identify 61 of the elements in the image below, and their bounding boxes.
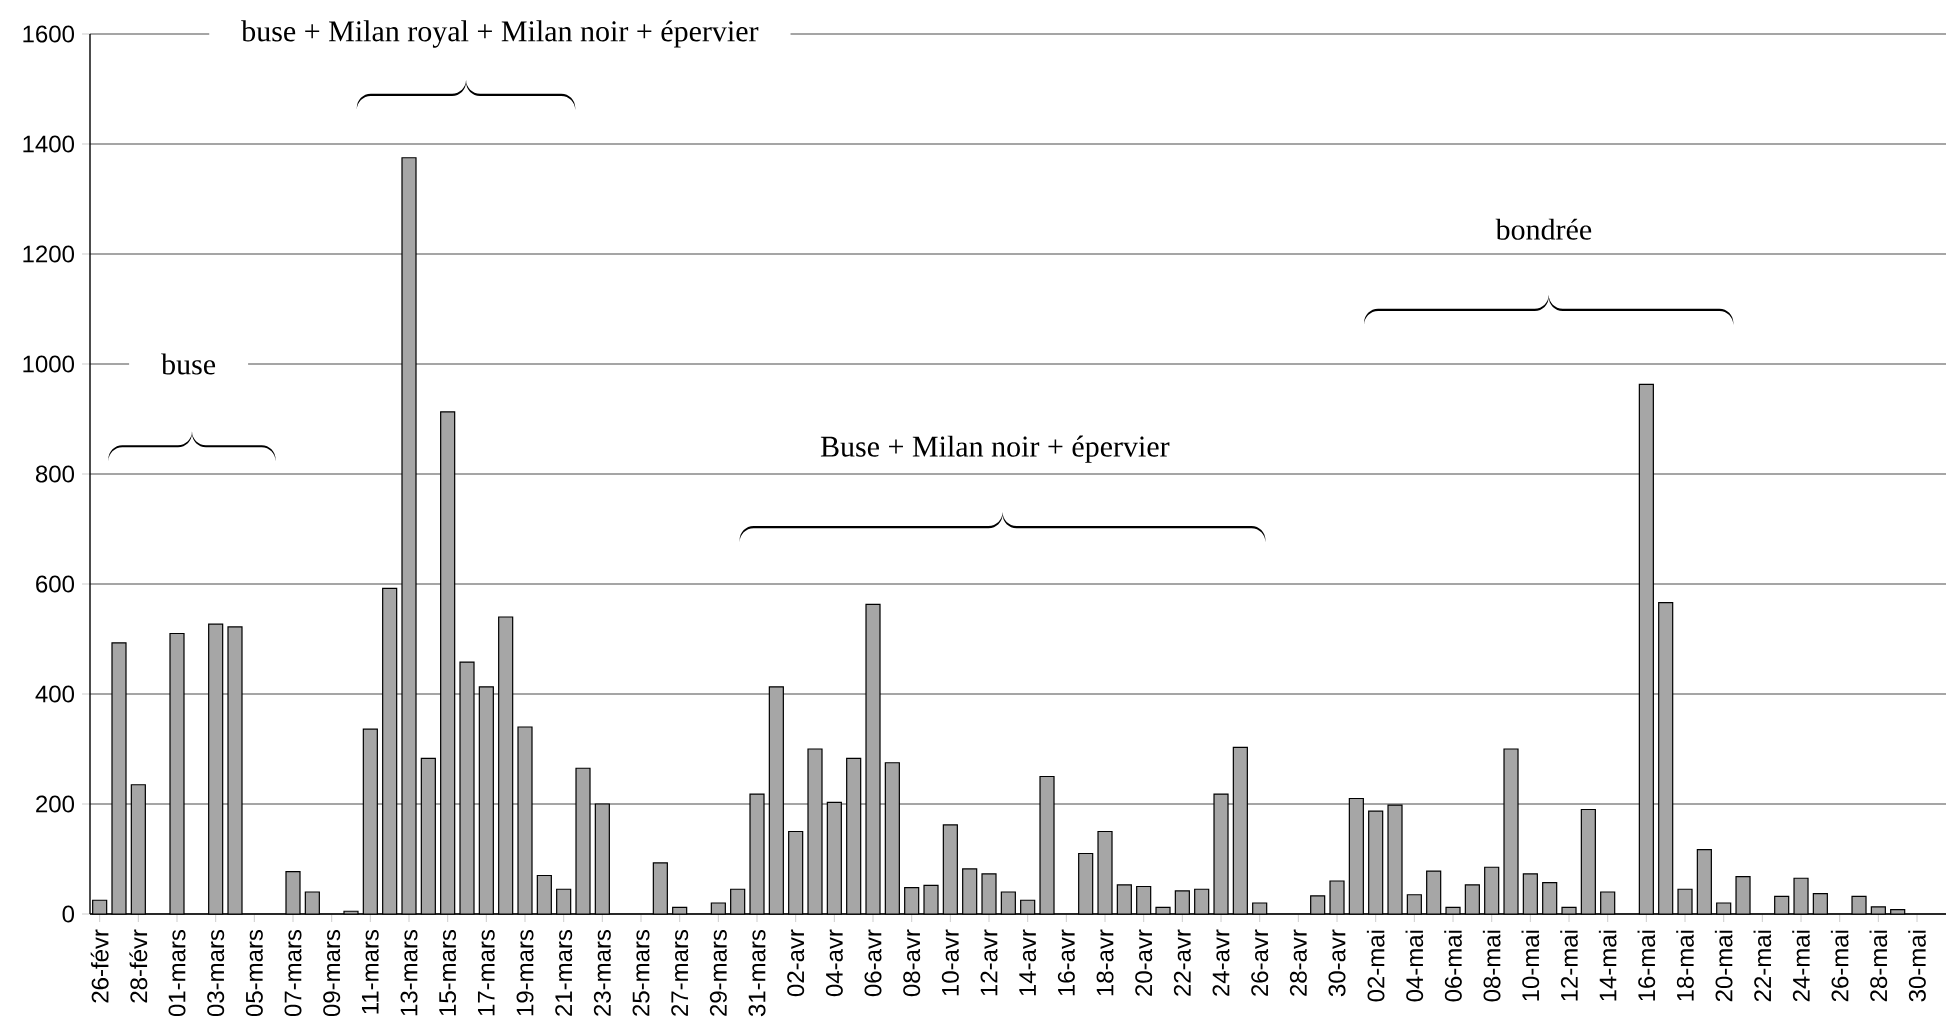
x-tick-label: 27-mars (671, 929, 689, 1016)
x-tick-label: 31-mars (748, 929, 766, 1017)
x-tick-label: 26-mai (1830, 930, 1849, 1002)
x-tick-label: 15-mars (439, 929, 457, 1016)
x-tick-label: 11-mars (361, 929, 379, 1014)
x-tick-label: 02-avr (787, 929, 805, 997)
x-tick-label: 01-mars (168, 929, 186, 1017)
y-tick-label: 400 (35, 685, 75, 703)
x-tick-label: 22-mai (1753, 930, 1772, 1002)
x-tick-label: 30-mai (1908, 930, 1926, 1002)
annotation: Buse + Milan noir + épervier (820, 435, 1170, 463)
x-tick-label: 24-avr (1212, 929, 1230, 996)
x-tick-label: 04-mai (1405, 930, 1424, 1002)
x-tick-label: 06-avr (864, 929, 882, 997)
x-tick-label: 18-avr (1096, 929, 1114, 996)
annotation: buse (161, 353, 216, 375)
x-tick-label: 14-mai (1598, 930, 1617, 1001)
y-tick-label: 1000 (23, 355, 75, 373)
x-tick-label: 18-mai (1676, 930, 1694, 1001)
x-tick-label: 05-mars (245, 929, 263, 1017)
y-tick-label: 200 (36, 795, 75, 813)
x-tick-label: 24-mai (1792, 930, 1810, 1002)
x-tick-label: 12-avr (980, 929, 998, 996)
x-tick-label: 20-avr (1135, 929, 1153, 996)
x-tick-label: 25-mars (632, 929, 650, 1016)
x-tick-label: 16-mai (1637, 930, 1656, 1001)
x-tick-label: 13-mars (400, 929, 418, 1016)
x-tick-label: 17-mars (477, 929, 495, 1016)
x-tick-label: 28-févr (129, 929, 148, 1003)
y-tick-label: 600 (36, 575, 75, 593)
annotation: bondrée (1495, 218, 1592, 240)
y-tick-label: 1400 (23, 135, 75, 153)
y-tick-label: 0 (62, 905, 75, 923)
x-tick-label: 06-mai (1444, 930, 1462, 1002)
x-tick-label: 10-avr (941, 929, 959, 996)
x-tick-label: 07-mars (284, 929, 302, 1017)
y-tick-label: 800 (35, 465, 75, 483)
x-tick-label: 08-mai (1482, 930, 1501, 1002)
x-tick-label: 26-févr (90, 929, 109, 1003)
x-tick-label: 30-avr (1328, 929, 1346, 997)
x-tick-label: 08-avr (903, 929, 921, 997)
x-tick-label: 12-mai (1560, 930, 1578, 1001)
y-tick-label: 1200 (23, 245, 75, 263)
x-tick-label: 23-mars (593, 929, 611, 1016)
x-tick-label: 03-mars (207, 929, 225, 1017)
x-tick-label: 28-mai (1869, 930, 1888, 1002)
x-tick-label: 14-avr (1019, 929, 1037, 996)
x-tick-label: 04-avr (825, 929, 843, 997)
x-tick-label: 19-mars (516, 929, 534, 1016)
annotation: buse + Milan royal + Milan noir + épervier (241, 20, 759, 48)
x-tick-label: 28-avr (1289, 929, 1307, 996)
x-tick-label: 16-avr (1057, 929, 1075, 996)
x-tick-label: 21-mars (555, 929, 573, 1016)
x-tick-label: 22-avr (1173, 929, 1191, 996)
x-tick-label: 10-mai (1521, 930, 1540, 1001)
x-tick-label: 02-mai (1366, 930, 1385, 1002)
y-tick-label: 1600 (23, 25, 75, 43)
x-tick-label: 09-mars (323, 929, 341, 1017)
x-tick-label: 20-mai (1714, 930, 1733, 1002)
x-tick-label: 26-avr (1251, 929, 1269, 996)
x-tick-label: 29-mars (709, 929, 727, 1016)
